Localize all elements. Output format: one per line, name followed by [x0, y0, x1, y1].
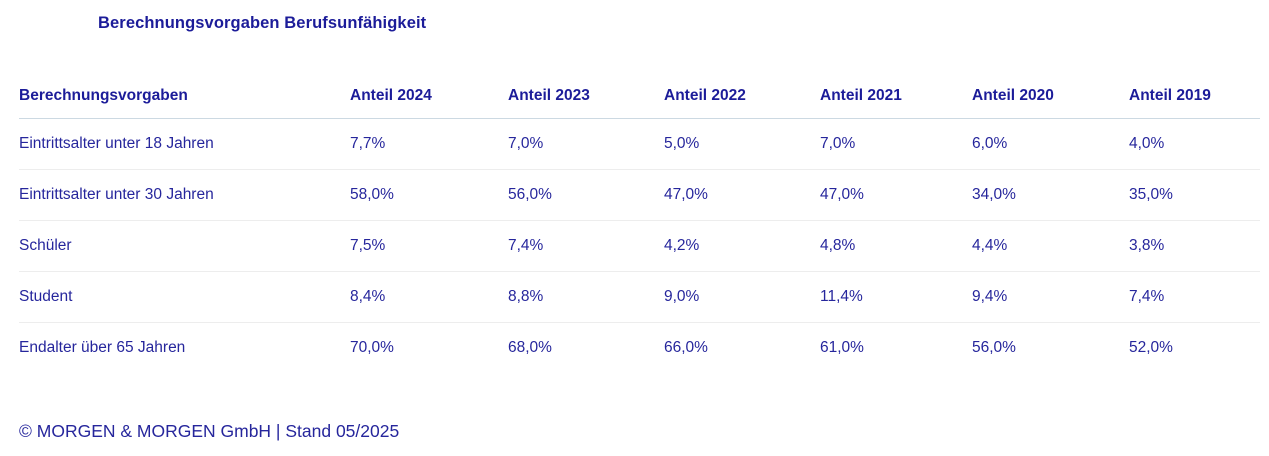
value-cell: 8,4%: [350, 271, 508, 323]
column-header: Anteil 2021: [820, 74, 972, 119]
value-cell: 61,0%: [820, 339, 864, 356]
value-cell: 4,4%: [972, 220, 1129, 272]
table-row: Student 8,4% 8,8% 9,0% 11,4% 9,4% 7,4%: [19, 271, 1260, 323]
value-cell: 7,0%: [508, 118, 664, 170]
column-header: Anteil 2020: [972, 74, 1129, 119]
row-label: Eintrittsalter unter 18 Jahren: [19, 118, 350, 170]
value-cell: 7,5%: [350, 220, 508, 272]
value-cell: 7,0%: [820, 118, 972, 170]
value-cell: 56,0%: [508, 169, 664, 221]
row-label: Student: [19, 271, 350, 323]
value-cell: 9,4%: [972, 271, 1129, 323]
table-row: Endalter über 65 Jahren 70,0% 68,0% 66,0% 61…: [19, 323, 1260, 374]
value-cell: 7,4%: [1129, 271, 1260, 323]
row-label: Schüler: [19, 220, 350, 272]
value-cell: 4,0%: [1129, 118, 1260, 170]
value-cell: 8,8%: [508, 271, 664, 323]
value-cell: 66,0%: [664, 339, 708, 356]
value-cell: 52,0%: [1129, 339, 1173, 356]
column-header: Anteil 2024: [350, 74, 508, 119]
value-cell: 6,0%: [972, 118, 1129, 170]
berechnungsvorgaben-table: Berechnungsvorgaben Anteil 2024 Anteil 202…: [19, 74, 1260, 373]
table-row: Eintrittsalter unter 30 Jahren 58,0% 56,0%…: [19, 169, 1260, 221]
value-cell: 7,7%: [350, 118, 508, 170]
value-cell: 5,0%: [664, 118, 820, 170]
value-cell: 35,0%: [1129, 169, 1260, 221]
column-header: Berechnungsvorgaben: [19, 74, 350, 119]
value-cell: 56,0%: [972, 339, 1016, 356]
value-cell: 4,8%: [820, 220, 972, 272]
value-cell: 47,0%: [664, 169, 820, 221]
row-label: Eintrittsalter unter 30 Jahren: [19, 169, 350, 221]
value-cell: 4,2%: [664, 220, 820, 272]
row-label: Endalter über 65 Jahren: [19, 339, 186, 356]
value-cell: 58,0%: [350, 169, 508, 221]
value-cell: 3,8%: [1129, 220, 1260, 272]
table-header-row: Berechnungsvorgaben Anteil 2024 Anteil 202…: [19, 74, 1260, 119]
value-cell: 47,0%: [820, 169, 972, 221]
value-cell: 34,0%: [972, 169, 1129, 221]
table-body: Eintrittsalter unter 18 Jahren 7,7% 7,0% 5,…: [19, 118, 1260, 374]
value-cell: 11,4%: [820, 271, 972, 323]
value-cell: 9,0%: [664, 271, 820, 323]
column-header: Anteil 2019: [1129, 74, 1260, 119]
page-title: Berechnungsvorgaben Berufsunfähigkeit: [98, 14, 427, 32]
column-header: Anteil 2023: [508, 74, 664, 119]
value-cell: 70,0%: [350, 339, 394, 356]
table-row: Eintrittsalter unter 18 Jahren 7,7% 7,0% 5,…: [19, 118, 1260, 170]
table-row: Schüler 7,5% 7,4% 4,2% 4,8% 4,4% 3,8%: [19, 220, 1260, 272]
copyright-footer: © MORGEN & MORGEN GmbH | Stand 05/2025: [19, 421, 400, 441]
value-cell: 7,4%: [508, 220, 664, 272]
column-header: Anteil 2022: [664, 74, 820, 119]
value-cell: 68,0%: [508, 339, 552, 356]
